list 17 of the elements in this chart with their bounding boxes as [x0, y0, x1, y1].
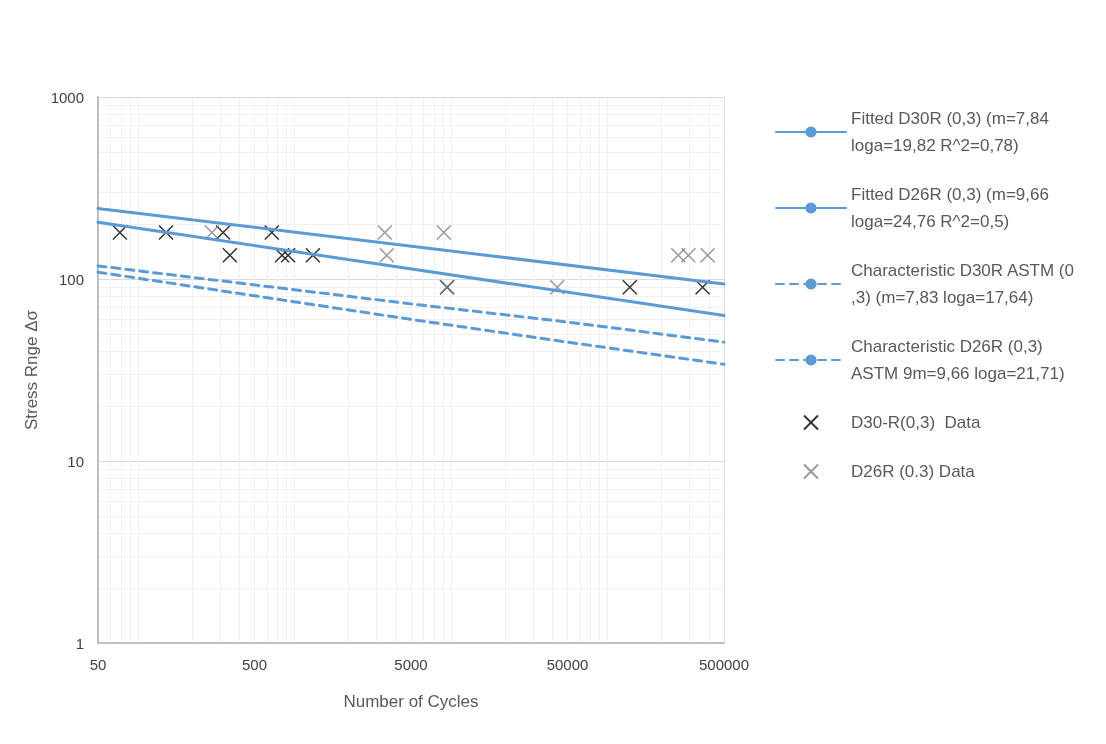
x-tick-label: 50000 — [546, 656, 589, 673]
x-tick-label: 500000 — [698, 656, 750, 673]
legend-label: D26R (0.3) Data — [851, 462, 976, 481]
legend-label: Fitted D26R (0,3) (m=9,66 loga=24,76 R^2=0,5) — [851, 185, 1054, 231]
y-axis-title: Stress Rnge Δσ — [21, 309, 41, 431]
legend-label: Characteristic D30R ASTM (0,3) (m=7,83 loga=17,64) — [851, 261, 1074, 307]
y-tick-label: 1000 — [50, 88, 84, 106]
y-tick-label: 1 — [75, 634, 84, 652]
legend-label: Fitted D30R (0,3) (m=7,84 loga=19,82 R^2=0,78) — [851, 109, 1054, 155]
legend-label: D30-R(0,3) Data — [851, 413, 981, 432]
x-tick-label: 50 — [89, 656, 107, 673]
y-tick-label: 100 — [58, 270, 84, 288]
legend-label: Characteristic D26R (0,3) ASTM 9m=9,66 loga=21,71) — [851, 337, 1065, 383]
x-tick-label: 500 — [241, 656, 268, 673]
x-axis-title: Number of Cycles — [343, 692, 479, 711]
x-tick-label: 5000 — [394, 656, 428, 673]
y-tick-label: 10 — [67, 452, 84, 470]
